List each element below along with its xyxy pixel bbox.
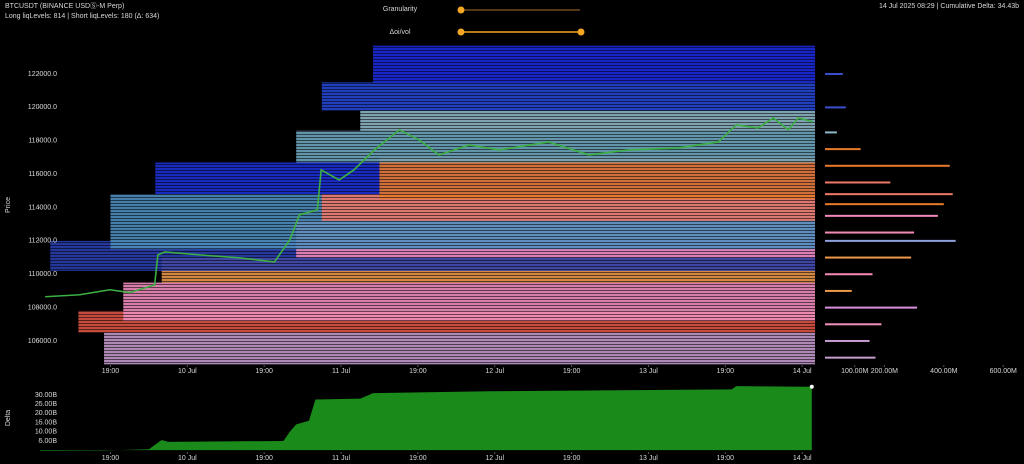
x-tick-label: 11 Jul bbox=[332, 368, 351, 375]
profile-bar bbox=[825, 356, 876, 359]
profile-bar bbox=[825, 323, 882, 326]
y-tick-label: 10.00B bbox=[35, 429, 58, 436]
x-tick-label: 19:00 bbox=[563, 455, 581, 462]
y-tick-label: 108000.0 bbox=[28, 304, 57, 311]
x-tick-label: 400.00M bbox=[930, 368, 957, 375]
x-tick-label: 19:00 bbox=[409, 368, 427, 375]
x-tick-label: 19:00 bbox=[255, 455, 273, 462]
oi-vol-slider[interactable] bbox=[457, 28, 585, 36]
y-tick-label: 120000.0 bbox=[28, 104, 57, 111]
profile-bar bbox=[825, 239, 956, 242]
y-tick-label: 5.00B bbox=[39, 438, 58, 445]
y-axis-title: Delta bbox=[5, 410, 12, 426]
profile-bar bbox=[825, 339, 870, 342]
x-tick-label: 19:00 bbox=[255, 368, 273, 375]
x-tick-label: 200.00M bbox=[871, 368, 898, 375]
x-tick-label: 600.00M bbox=[990, 368, 1017, 375]
y-tick-label: 114000.0 bbox=[28, 204, 57, 211]
liq-levels: Long liqLevels: 814 | Short liqLevels: 1… bbox=[5, 13, 159, 20]
profile-bar bbox=[825, 256, 912, 259]
plots: 19:00 10 Jul 19:00 11 Jul 19:00 12 Jul 19:00 13… bbox=[28, 71, 1017, 462]
separator bbox=[815, 45, 823, 365]
delta-area bbox=[40, 386, 812, 451]
profile-bar bbox=[825, 193, 953, 196]
x-tick-label: 14 Jul bbox=[793, 368, 812, 375]
x-tick-label: 100.00M bbox=[841, 368, 868, 375]
profile-bar bbox=[825, 73, 843, 76]
profile-bar bbox=[825, 181, 891, 184]
profile-bar bbox=[825, 148, 861, 151]
profile-bar bbox=[825, 306, 918, 309]
y-tick-label: 116000.0 bbox=[28, 171, 57, 178]
granularity-label: Granularity bbox=[383, 6, 418, 13]
x-tick-label: 19:00 bbox=[102, 455, 120, 462]
profile-bar bbox=[825, 164, 950, 167]
y-tick-label: 25.00B bbox=[35, 401, 58, 408]
y-tick-label: 106000.0 bbox=[28, 338, 57, 345]
oi-vol-label: Δoi/vol bbox=[389, 29, 410, 36]
chart-title: BTCUSDT (BINANCE USDⓈ-M Perp) bbox=[5, 2, 124, 10]
x-tick-label: 19:00 bbox=[563, 368, 581, 375]
y-tick-label: 110000.0 bbox=[28, 271, 57, 278]
x-tick-label: 19:00 bbox=[409, 455, 427, 462]
x-tick-label: 19:00 bbox=[717, 368, 735, 375]
x-tick-label: 19:00 bbox=[717, 455, 735, 462]
last-point bbox=[809, 384, 814, 389]
y-tick-label: 118000.0 bbox=[28, 138, 57, 145]
granularity-slider[interactable] bbox=[457, 6, 581, 14]
y-axis-title: Price bbox=[5, 197, 12, 213]
slider-knob[interactable] bbox=[457, 6, 465, 14]
profile-bar bbox=[825, 203, 944, 206]
slider-knob[interactable] bbox=[457, 28, 465, 36]
x-tick-label: 12 Jul bbox=[485, 455, 504, 462]
x-tick-label: 19:00 bbox=[102, 368, 120, 375]
x-tick-label: 14 Jul bbox=[793, 455, 812, 462]
y-tick-label: 112000.0 bbox=[28, 238, 57, 245]
y-tick-label: 20.00B bbox=[35, 410, 58, 417]
y-tick-label: 122000.0 bbox=[28, 71, 57, 78]
profile-bar bbox=[825, 106, 846, 109]
status: 14 Jul 2025 08:29 | Cumulative Delta: 34… bbox=[879, 3, 1019, 10]
x-tick-label: 13 Jul bbox=[639, 455, 658, 462]
x-tick-label: 13 Jul bbox=[639, 368, 658, 375]
slider-knob[interactable] bbox=[577, 28, 585, 36]
profile-bar bbox=[825, 214, 938, 217]
y-tick-label: 15.00B bbox=[35, 419, 58, 426]
x-tick-label: 11 Jul bbox=[332, 455, 351, 462]
price-line bbox=[45, 116, 814, 298]
stripe-texture bbox=[40, 45, 815, 365]
x-tick-label: 10 Jul bbox=[178, 455, 197, 462]
x-tick-label: 10 Jul bbox=[178, 368, 197, 375]
y-tick-label: 30.00B bbox=[35, 392, 58, 399]
profile-bar bbox=[825, 131, 837, 134]
profile-bar bbox=[825, 273, 873, 276]
profile-bar bbox=[825, 231, 915, 234]
profile-bar bbox=[825, 289, 852, 292]
x-tick-label: 12 Jul bbox=[485, 368, 504, 375]
